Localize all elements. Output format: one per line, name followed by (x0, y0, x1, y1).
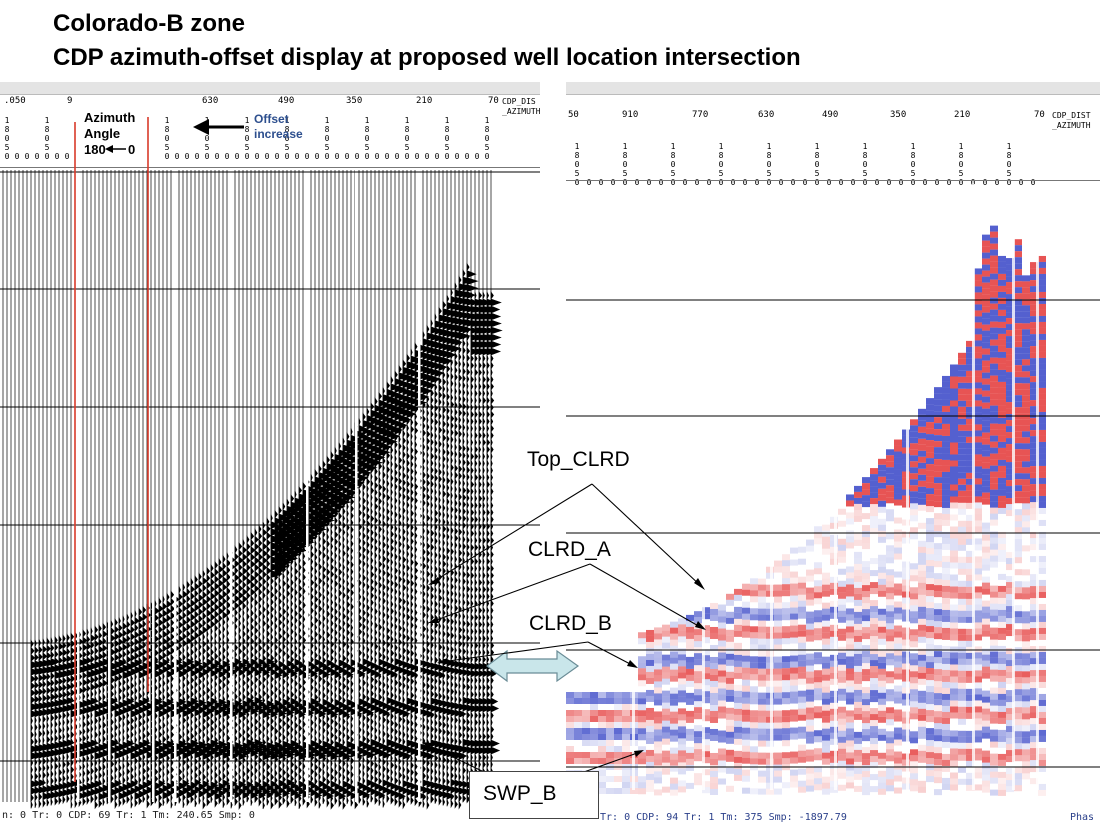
azimuth-small-arrow-icon (105, 145, 126, 153)
right-ruler-tick: 630 (758, 110, 775, 120)
right-status-extra: Phas (1070, 812, 1095, 823)
azimuth-label: Azimuth (84, 110, 136, 125)
color-amplitude-panel[interactable]: 50 910 770 630 490 350 210 70 CDP_DIST _… (566, 82, 1100, 830)
swp-b-label: SWP_B (483, 782, 557, 805)
right-ruler-tick: 770 (692, 110, 709, 120)
left-ruler-tick: 9 (67, 96, 73, 106)
left-status-bar: n: 0 Tr: 0 CDP: 69 Tr: 1 Tm: 240.65 Smp:… (2, 810, 255, 821)
clrd-b-label: CLRD_B (529, 612, 612, 635)
right-header-ruler: 50 910 770 630 490 350 210 70 CDP_DIST _… (566, 82, 1100, 187)
double-arrow-icon (486, 649, 580, 683)
azimuth-180-label: 180 (84, 142, 106, 157)
right-ruler-tick: 50 (568, 110, 579, 120)
leader-lines (425, 483, 703, 773)
right-ruler-tick: 490 (822, 110, 839, 120)
left-ruler-tick: 210 (416, 96, 433, 106)
offset-label: Offset (254, 112, 289, 126)
title-line-1: Colorado-B zone (53, 10, 245, 37)
right-ruler-tick: 70 (1034, 110, 1045, 120)
wiggle-trace-section (0, 170, 540, 810)
right-header-label-azimuth: _AZIMUTH (1052, 121, 1091, 130)
right-status-bar: Tr: 0 CDP: 94 Tr: 1 Tm: 375 Smp: -1897.7… (600, 812, 847, 823)
left-ruler-tick: 490 (278, 96, 295, 106)
left-ruler-tick: 630 (202, 96, 219, 106)
right-header-label-dist: CDP_DIST (1052, 111, 1091, 120)
right-ruler-tick: 910 (622, 110, 639, 120)
left-header-label-azimuth: _AZIMUTH (502, 107, 540, 116)
azimuth-annotation-box (70, 108, 160, 162)
offset-arrow-icon (193, 119, 244, 135)
left-ruler-tick: .050 (4, 96, 26, 106)
left-header-label-dist: CDP_DIS (502, 97, 536, 106)
left-ruler-tick: 350 (346, 96, 363, 106)
swp-b-callout-box (469, 771, 599, 819)
right-ruler-tick: 350 (890, 110, 907, 120)
azimuth-0-label: 0 (128, 142, 136, 157)
wiggle-trace-panel[interactable]: .050 9 630 490 350 210 70 CDP_DIS _AZIMU… (0, 82, 540, 830)
right-ruler-tick: 210 (954, 110, 971, 120)
color-amplitude-section (566, 184, 1100, 796)
top-clrd-label: Top_CLRD (527, 448, 630, 471)
leader-arrowheads (422, 577, 706, 757)
title-line-2: CDP azimuth-offset display at proposed w… (53, 44, 801, 71)
angle-label: Angle (84, 126, 121, 141)
increase-label: increase (254, 127, 303, 141)
left-ruler-tick: 70 (488, 96, 499, 106)
clrd-a-label: CLRD_A (528, 538, 611, 561)
